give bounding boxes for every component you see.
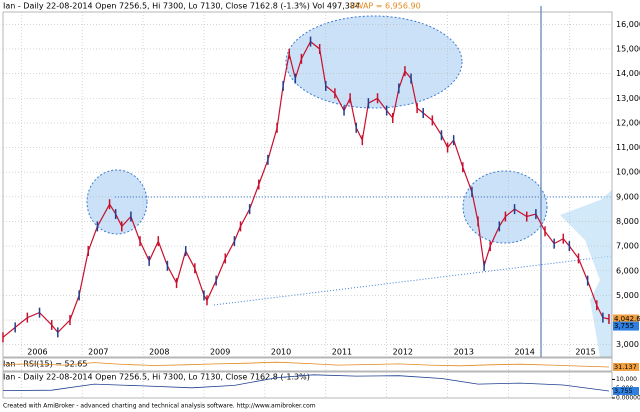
- y-tick-label: 8,000: [616, 217, 639, 226]
- price-line: [2, 361, 610, 368]
- x-tick-label: 2008: [149, 348, 169, 357]
- panel-title: Ian - Daily 22-08-2014 Open 7256.5, Hi 7…: [3, 373, 310, 382]
- panel-frame: [2, 371, 613, 399]
- price-label: 4,042.69: [614, 315, 640, 323]
- y-tick-label: 10,000: [616, 168, 640, 177]
- value-label: 3,755: [614, 387, 633, 395]
- y-tick-label: 7,000: [616, 242, 639, 251]
- chart-title: Ian - Daily 22-08-2014 Open 7256.5, Hi 7…: [3, 2, 360, 11]
- price-label: 3,755: [614, 322, 634, 330]
- ellipse: [462, 170, 548, 244]
- y-tick-label: 9,000: [616, 192, 639, 201]
- y-tick-label: 15,000: [616, 44, 640, 53]
- trend-line: [213, 255, 613, 306]
- value-badge: [613, 387, 639, 396]
- x-tick-label: 2009: [210, 348, 230, 357]
- x-tick-label: 2015: [575, 348, 595, 357]
- price-line: [2, 374, 610, 392]
- y-tick-label: 14,000: [616, 69, 640, 78]
- y-tick-label: 12,000: [616, 118, 640, 127]
- y-tick-label: 0.000000: [616, 395, 640, 402]
- x-tick-label: 2012: [393, 348, 413, 357]
- x-tick-label: 2007: [88, 348, 108, 357]
- candle-ticks: [2, 36, 610, 343]
- x-tick-label: 2013: [454, 348, 474, 357]
- y-tick-label: 5,000: [616, 291, 639, 300]
- value-label: 31.137: [614, 363, 637, 371]
- vwap-label: VWAP = 6,956.90: [350, 2, 421, 11]
- ellipse: [285, 15, 463, 109]
- value-badge: [613, 362, 639, 371]
- x-tick-label: 2011: [332, 348, 352, 357]
- y-tick-label: 6,000: [616, 266, 639, 275]
- y-tick-label: 13,000: [616, 94, 640, 103]
- footer: Created with AmiBroker - advanced charti…: [3, 403, 316, 410]
- y-tick-label: 11,000: [616, 143, 640, 152]
- annotations: [86, 6, 613, 357]
- y-tick-label: 10,000: [616, 376, 637, 383]
- x-tick-label: 2006: [27, 348, 47, 357]
- price-badge: [613, 321, 639, 331]
- volume-profile: [560, 40, 612, 357]
- ellipse: [86, 169, 148, 235]
- panel-frame: [2, 11, 613, 358]
- x-tick-label: 2010: [271, 348, 291, 357]
- y-tick-label: 16,000: [616, 20, 640, 29]
- price-badge: [613, 314, 639, 324]
- x-tick-label: 2014: [514, 348, 534, 357]
- y-tick-label: 3,000: [616, 340, 639, 349]
